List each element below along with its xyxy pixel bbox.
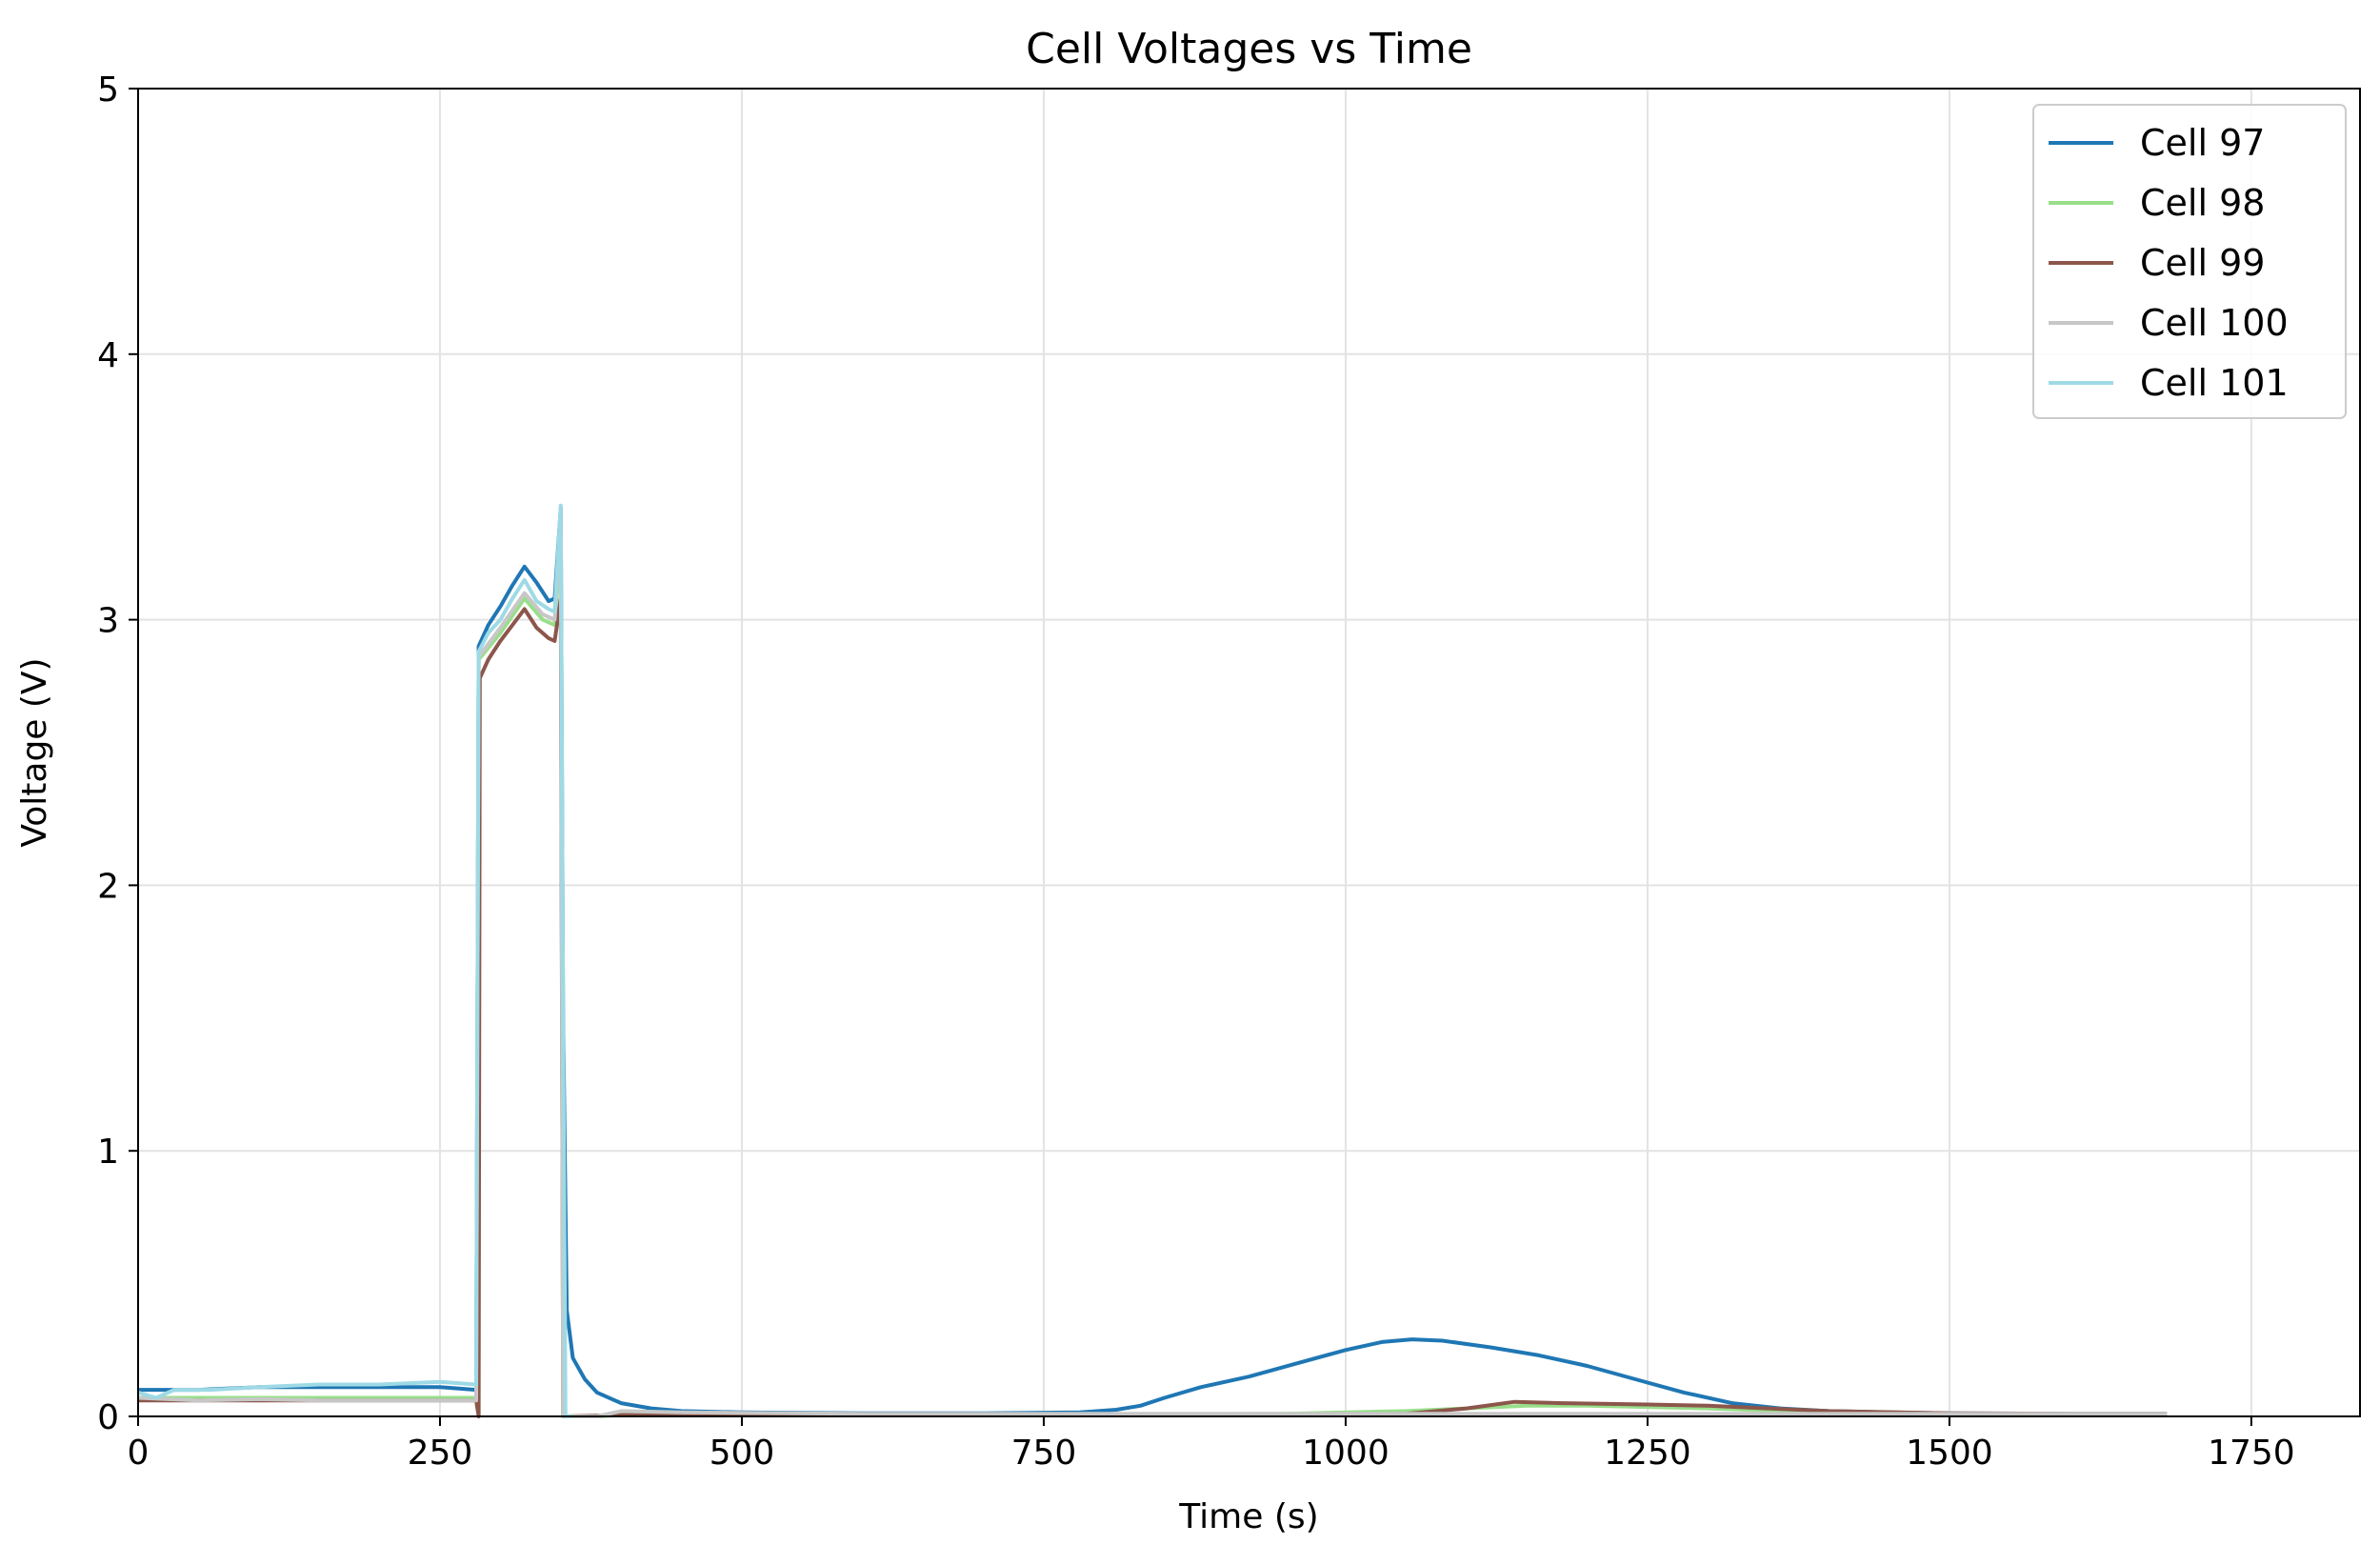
series-line-cell-100 [137, 525, 2168, 1418]
y-tick-label: 3 [97, 602, 119, 641]
x-tick-label: 1000 [1302, 1434, 1390, 1473]
legend-label: Cell 100 [2140, 302, 2289, 344]
legend-label: Cell 101 [2140, 362, 2289, 404]
x-tick-label: 500 [710, 1434, 775, 1473]
chart-title: Cell Voltages vs Time [1026, 25, 1472, 73]
x-axis-label: Time (s) [1178, 1497, 1318, 1536]
x-tick-label: 1250 [1604, 1434, 1691, 1473]
legend-label: Cell 98 [2140, 182, 2265, 224]
plot-frame [137, 88, 2361, 1417]
legend-box [2032, 104, 2347, 419]
x-tick-label: 1750 [2208, 1434, 2295, 1473]
y-tick-label: 4 [97, 336, 119, 375]
x-tick-label: 1500 [1906, 1434, 1993, 1473]
legend-label: Cell 99 [2140, 242, 2265, 284]
y-tick-label: 2 [97, 867, 119, 906]
y-tick-label: 1 [97, 1133, 119, 1172]
x-tick-label: 250 [408, 1434, 473, 1473]
x-tick-label: 0 [128, 1434, 150, 1473]
legend-label: Cell 97 [2140, 122, 2265, 164]
y-axis-label: Voltage (V) [15, 657, 54, 847]
y-tick-label: 0 [97, 1398, 119, 1437]
series-line-cell-101 [137, 503, 573, 1418]
x-tick-label: 750 [1011, 1434, 1077, 1473]
legend: Cell 97 Cell 98 Cell 99 Cell 100 Cell 101 [2032, 104, 2347, 419]
y-tick-label: 5 [97, 70, 119, 110]
